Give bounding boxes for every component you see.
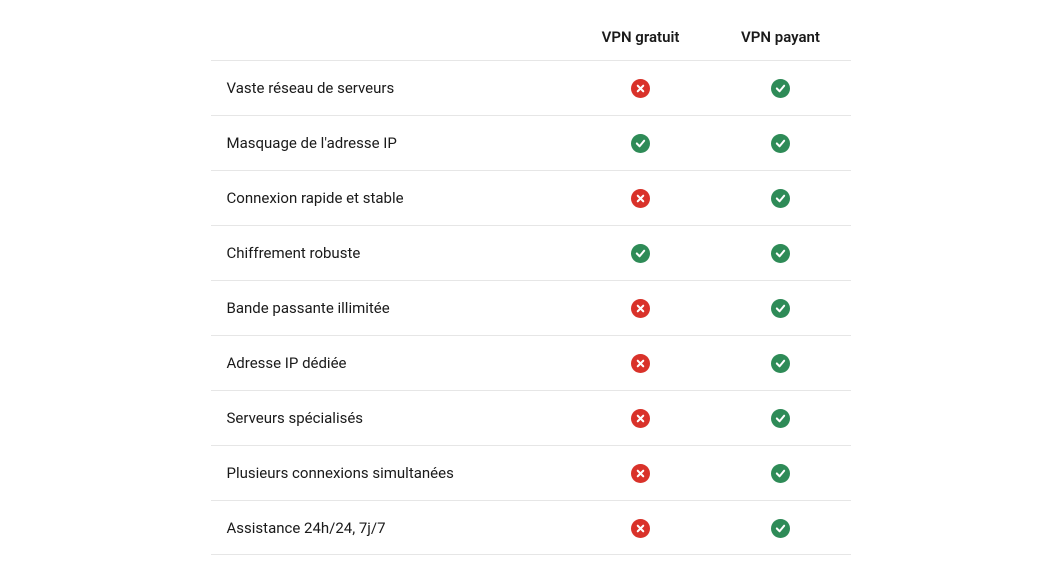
feature-label: Serveurs spécialisés [211, 409, 571, 427]
table-header-row: VPN gratuit VPN payant [211, 20, 851, 60]
cell-free [571, 188, 711, 208]
cell-free [571, 517, 711, 537]
check-icon [631, 134, 650, 153]
cell-paid [711, 408, 851, 428]
cell-paid [711, 78, 851, 98]
cell-paid [711, 298, 851, 318]
cell-paid [711, 463, 851, 483]
check-icon [631, 244, 650, 263]
feature-label: Plusieurs connexions simultanées [211, 464, 571, 482]
cell-paid [711, 133, 851, 153]
column-header-free: VPN gratuit [571, 28, 711, 46]
table-row: Chiffrement robuste [211, 225, 851, 280]
check-icon [771, 519, 790, 538]
check-icon [771, 464, 790, 483]
cell-paid [711, 243, 851, 263]
table-row: Vaste réseau de serveurs [211, 60, 851, 115]
table-row: Assistance 24h/24, 7j/7 [211, 500, 851, 555]
cross-icon [631, 354, 650, 373]
cross-icon [631, 299, 650, 318]
check-icon [771, 244, 790, 263]
table-row: Connexion rapide et stable [211, 170, 851, 225]
check-icon [771, 299, 790, 318]
cross-icon [631, 464, 650, 483]
cell-free [571, 463, 711, 483]
table-row: Serveurs spécialisés [211, 390, 851, 445]
check-icon [771, 79, 790, 98]
check-icon [771, 409, 790, 428]
feature-label: Assistance 24h/24, 7j/7 [211, 519, 571, 537]
feature-label: Masquage de l'adresse IP [211, 134, 571, 152]
cell-paid [711, 188, 851, 208]
table-body: Vaste réseau de serveurs Masquage de l'ad… [211, 60, 851, 555]
cell-free [571, 133, 711, 153]
check-icon [771, 354, 790, 373]
cross-icon [631, 409, 650, 428]
cell-paid [711, 517, 851, 537]
cell-paid [711, 353, 851, 373]
cross-icon [631, 79, 650, 98]
feature-label: Vaste réseau de serveurs [211, 79, 571, 97]
cross-icon [631, 189, 650, 208]
column-header-paid: VPN payant [711, 28, 851, 46]
feature-label: Connexion rapide et stable [211, 189, 571, 207]
comparison-table: VPN gratuit VPN payant Vaste réseau de s… [211, 20, 851, 555]
cell-free [571, 298, 711, 318]
check-icon [771, 189, 790, 208]
feature-label: Adresse IP dédiée [211, 354, 571, 372]
cross-icon [631, 519, 650, 538]
table-row: Bande passante illimitée [211, 280, 851, 335]
table-row: Adresse IP dédiée [211, 335, 851, 390]
table-row: Plusieurs connexions simultanées [211, 445, 851, 500]
feature-label: Chiffrement robuste [211, 244, 571, 262]
cell-free [571, 353, 711, 373]
cell-free [571, 243, 711, 263]
feature-label: Bande passante illimitée [211, 299, 571, 317]
cell-free [571, 78, 711, 98]
check-icon [771, 134, 790, 153]
cell-free [571, 408, 711, 428]
table-row: Masquage de l'adresse IP [211, 115, 851, 170]
